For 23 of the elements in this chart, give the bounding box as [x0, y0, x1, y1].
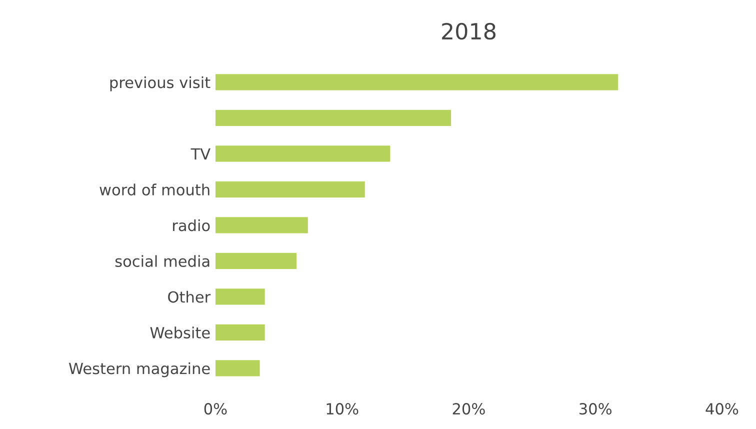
bar: [215, 217, 308, 234]
x-tick-label: 20%: [452, 403, 485, 415]
x-tick-label: 10%: [326, 403, 358, 415]
y-tick-label: social media: [115, 255, 210, 267]
y-tick-label: word of mouth: [100, 184, 210, 196]
bar: [215, 288, 265, 305]
bar: [215, 252, 297, 270]
y-tick-label: radio: [173, 219, 210, 232]
bar: [215, 74, 618, 90]
y-tick-label: Website: [150, 326, 210, 338]
bar: [215, 146, 390, 162]
chart-title: 2018: [442, 22, 496, 40]
bar: [215, 324, 265, 341]
y-tick-label: previous visit: [110, 76, 210, 92]
x-tick-label: 40%: [706, 403, 738, 415]
y-tick-label: TV: [190, 148, 210, 160]
x-tick-label: 0%: [204, 403, 227, 415]
x-tick-label: 30%: [580, 403, 612, 415]
bar: [215, 181, 365, 198]
y-tick-label: Other: [168, 290, 211, 303]
bar: [215, 110, 451, 126]
y-tick-label: Western magazine: [68, 362, 210, 378]
bar: [215, 360, 260, 376]
